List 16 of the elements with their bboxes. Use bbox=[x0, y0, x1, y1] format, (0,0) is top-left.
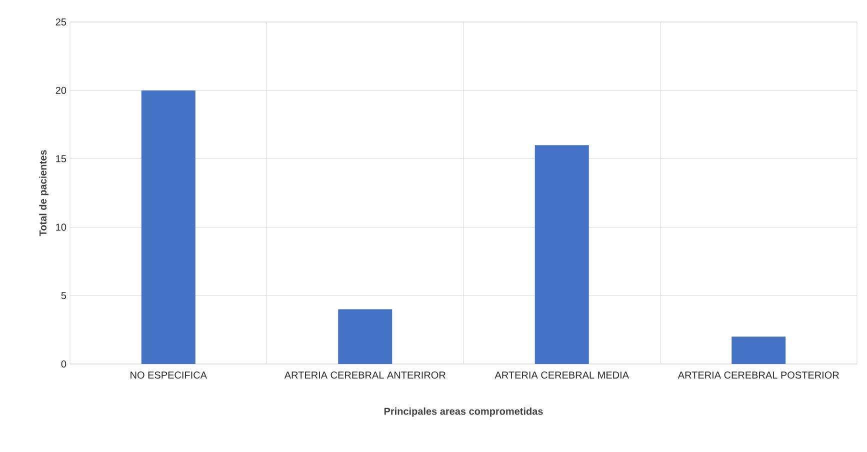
bar bbox=[338, 309, 392, 364]
x-tick-label: ARTERIA CEREBRAL MEDIA bbox=[494, 372, 629, 379]
x-tick-label: ARTERIA CEREBRAL POSTERIOR bbox=[678, 372, 839, 379]
y-tick-label: 0 bbox=[61, 360, 66, 368]
x-tick-label: NO ESPECIFICA bbox=[130, 372, 207, 379]
y-tick-label: 15 bbox=[56, 155, 66, 162]
y-tick-label: 20 bbox=[56, 86, 66, 94]
bar bbox=[732, 336, 786, 364]
y-tick-label: 10 bbox=[56, 224, 66, 231]
y-axis-title: Total de pacientes bbox=[39, 150, 48, 236]
y-tick-label: 25 bbox=[56, 18, 66, 26]
bar bbox=[534, 145, 589, 364]
y-tick-label: 5 bbox=[61, 292, 66, 300]
x-axis-title: Principales areas comprometidas bbox=[384, 407, 543, 417]
bar bbox=[141, 90, 196, 364]
x-tick-label: ARTERIA CEREBRAL ANTERIROR bbox=[284, 372, 446, 379]
